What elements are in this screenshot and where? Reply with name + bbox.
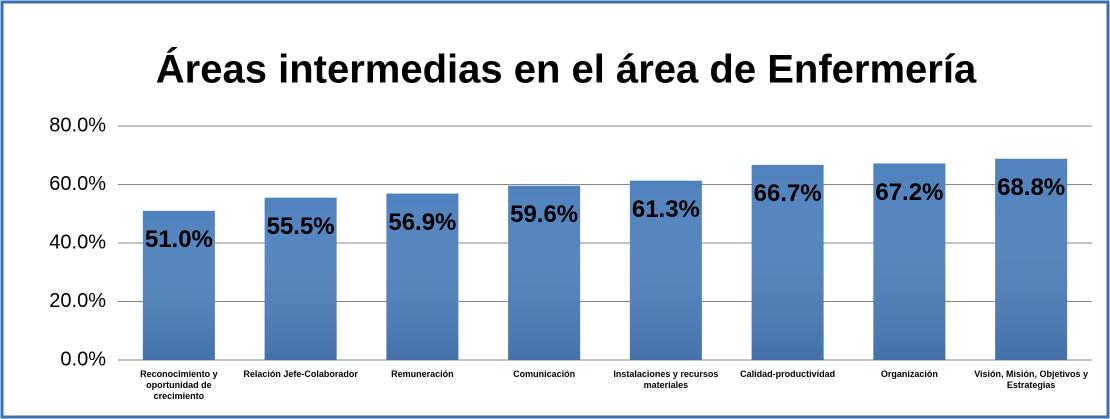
y-tick-label: 80.0% — [49, 114, 106, 136]
bar-shade — [508, 185, 581, 360]
chart-title: Áreas intermedias en el área de Enfermer… — [156, 47, 977, 92]
data-label: 61.3% — [632, 196, 700, 223]
bar-shade — [751, 164, 824, 360]
x-tick-label: Instalaciones y recursos materiales — [613, 369, 719, 390]
data-label: 59.6% — [510, 201, 578, 228]
data-label: 51.0% — [145, 226, 213, 253]
x-tick-label: Relación Jefe-Colaborador — [243, 369, 358, 379]
bar-shade — [386, 193, 459, 360]
bar-shade — [629, 180, 702, 360]
x-tick-label: Remuneración — [391, 369, 454, 379]
data-label: 66.7% — [754, 180, 822, 207]
y-tick-label: 40.0% — [49, 231, 106, 253]
data-label: 56.9% — [388, 209, 456, 236]
x-tick-label: Visión, Misión, Objetivos y Estrategias — [974, 369, 1089, 390]
y-tick-label: 60.0% — [49, 173, 106, 195]
y-tick-label: 0.0% — [60, 348, 106, 370]
data-label: 67.2% — [875, 179, 943, 206]
bar-shade — [995, 158, 1068, 360]
data-label: 55.5% — [267, 213, 335, 240]
x-tick-label: Comunicación — [513, 369, 576, 379]
y-tick-label: 20.0% — [49, 290, 106, 312]
x-tick-label: Reconocimiento y oportunidad de crecimie… — [140, 369, 218, 401]
x-tick-label: Calidad-productividad — [740, 369, 836, 379]
bar-shade — [264, 197, 337, 360]
x-tick-label: Organización — [880, 369, 938, 379]
bar-shade — [142, 210, 215, 360]
data-label: 68.8% — [997, 174, 1065, 201]
bar-shade — [873, 163, 946, 360]
